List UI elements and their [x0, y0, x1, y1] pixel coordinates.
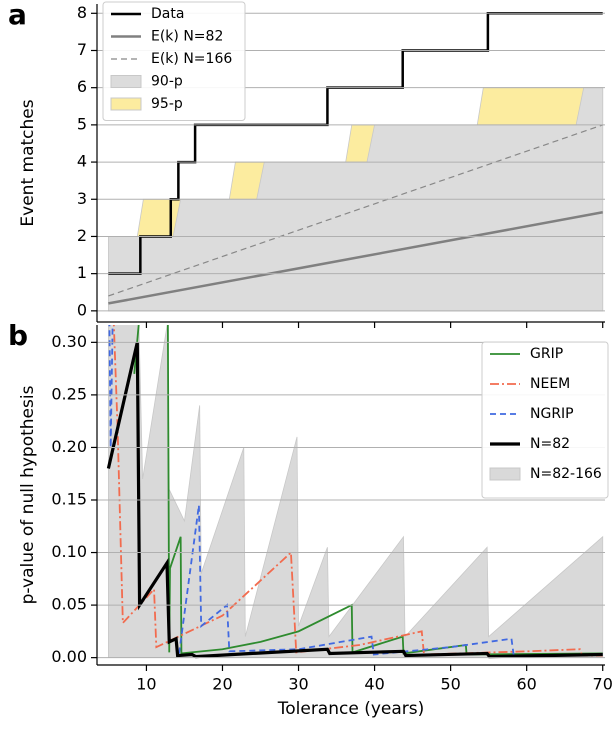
y-tick-label: 0.15	[51, 489, 87, 508]
y-tick-label: 7	[77, 40, 87, 59]
y-tick-label: 0.20	[51, 437, 87, 456]
legend-label: E(k) N=166	[151, 51, 232, 67]
legend-label: 90-p	[151, 74, 183, 90]
x-tick-label: 70	[593, 675, 613, 694]
x-tick-label: 60	[516, 675, 536, 694]
line	[108, 325, 603, 657]
x-axis-label: Tolerance (years)	[277, 699, 425, 719]
x-tick-label: 20	[212, 675, 232, 694]
legend-label: N=82-166	[530, 466, 602, 482]
area	[108, 325, 604, 659]
x-tick-label: 40	[364, 675, 384, 694]
y-tick-label: 0.00	[51, 647, 87, 666]
legend-box	[481, 341, 609, 499]
x-tick-label: 10	[136, 675, 156, 694]
legend-box	[102, 1, 246, 121]
panel-label: b	[8, 319, 28, 352]
legend-label: E(k) N=82	[151, 29, 223, 45]
legend-swatch	[110, 97, 142, 111]
x-tick-label: 50	[440, 675, 460, 694]
y-tick-label: 0	[77, 300, 87, 319]
legend-swatch	[489, 467, 521, 481]
y-axis-label: Event matches	[18, 99, 38, 226]
y-tick-label: 0.05	[51, 595, 87, 614]
x-tick-label: 30	[288, 675, 308, 694]
y-tick-label: 0.30	[51, 332, 87, 351]
legend-label: NGRIP	[530, 406, 574, 422]
line	[108, 124, 603, 297]
y-tick-label: 0.10	[51, 542, 87, 561]
line	[108, 211, 603, 305]
y-tick-label: 5	[77, 114, 87, 133]
legend-label: Data	[151, 6, 184, 22]
legend-label: N=82	[530, 436, 570, 452]
y-tick-label: 2	[77, 226, 87, 245]
legend-label: NEEM	[530, 376, 570, 392]
legend-swatch	[110, 75, 142, 88]
y-tick-label: 3	[77, 189, 87, 208]
y-tick-label: 6	[77, 77, 87, 96]
legend-label: 95-p	[151, 96, 183, 112]
y-tick-label: 0.25	[51, 384, 87, 403]
legend-label: GRIP	[530, 346, 563, 362]
y-tick-label: 8	[77, 3, 87, 22]
plot-area	[106, 325, 604, 659]
y-tick-label: 4	[77, 152, 87, 171]
y-axis-label: p-value of null hypothesis	[18, 385, 38, 604]
line	[106, 341, 603, 659]
panel-label: a	[8, 0, 27, 31]
y-tick-label: 1	[77, 263, 87, 282]
